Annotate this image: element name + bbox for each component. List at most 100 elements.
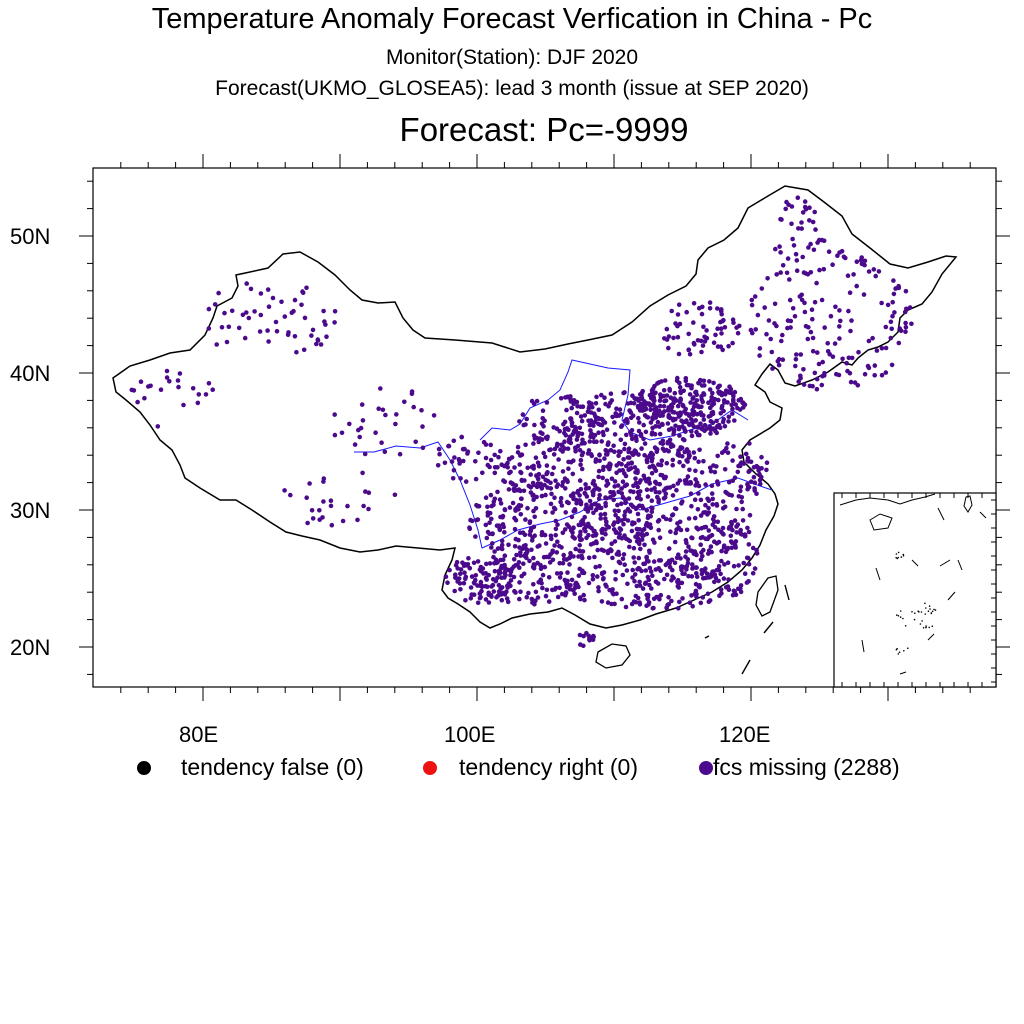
station-dot [557,585,562,591]
station-dot [558,571,564,576]
station-dot [668,529,673,534]
station-dot [854,283,859,289]
station-dot [469,592,475,597]
station-dot [549,471,555,477]
station-dot [688,548,693,553]
station-dot [373,430,378,436]
station-dot [473,476,479,482]
station-dot [610,587,615,592]
station-dot [845,368,850,374]
station-dot [195,400,201,406]
inset-island-dot [896,557,899,560]
station-dot [769,349,775,355]
station-dot [568,416,574,421]
station-dot [617,560,623,566]
yangtze-river [354,441,773,549]
inset-island-dot [914,612,916,614]
station-dot [498,566,504,571]
station-dot [592,482,598,488]
station-dot [643,523,649,528]
station-dot [642,542,647,548]
station-dot [680,596,685,601]
station-dot [686,421,692,427]
station-dot [574,500,579,506]
station-dot [695,507,701,512]
station-dot [729,402,734,408]
station-dot [691,340,697,346]
station-dot [742,571,748,576]
station-dot [883,324,889,330]
station-dot [632,572,638,577]
station-dot [639,446,644,451]
legend-dot-false [137,761,151,775]
station-dot [748,459,754,465]
station-dot [496,454,501,460]
station-dot [686,516,692,521]
station-dot [479,588,484,594]
station-dot [683,411,689,416]
station-dot [645,479,650,484]
station-dot [803,323,809,329]
station-dot [521,561,526,566]
station-dot [698,410,703,415]
station-dot [465,449,471,455]
station-dot [613,569,619,575]
station-dot [686,347,691,353]
station-dot [671,335,676,341]
lon-label-80e: 80E [179,722,219,747]
station-dot [548,533,554,539]
station-dot [379,440,384,446]
station-dot [706,528,712,533]
station-dot [653,479,658,485]
station-dot [659,458,665,464]
station-dot [722,562,727,567]
station-dot [745,455,751,461]
station-dot [392,492,398,498]
station-dot [673,530,678,536]
station-dot [686,544,691,549]
station-dot [579,431,585,437]
station-dot [738,589,744,595]
station-dot [604,478,610,484]
station-dot [697,583,702,588]
station-dot [802,300,807,306]
station-dot [490,576,496,582]
station-dot [578,501,584,507]
station-dot [501,478,506,483]
station-dot [749,297,755,303]
station-dot [467,526,473,531]
station-dot [657,398,663,403]
station-dot [718,326,724,332]
inset-island-dot [928,626,930,629]
station-dot [320,515,325,520]
station-dot [586,406,592,411]
station-dot [684,447,690,452]
station-dot [750,545,756,551]
station-dot [578,414,584,419]
station-dot [560,443,565,448]
station-dot [598,516,603,521]
station-dot [586,448,592,453]
station-dot [675,312,681,317]
station-dot [578,457,584,463]
station-dot [696,491,701,496]
station-dot [748,479,754,485]
station-dot [662,398,667,404]
station-dot [318,342,324,347]
station-dot [650,430,655,435]
station-dot [532,533,537,538]
station-dot [657,403,663,409]
station-dot [873,273,878,279]
station-dot [822,325,827,330]
station-dot [651,605,656,611]
station-dot [602,420,608,425]
station-dot [618,424,624,430]
station-dot [332,432,338,438]
station-dot [653,567,659,572]
station-dot [517,596,522,602]
station-dot [689,433,695,439]
station-dot [518,512,524,517]
station-dot [816,361,822,367]
station-dot [703,524,709,530]
